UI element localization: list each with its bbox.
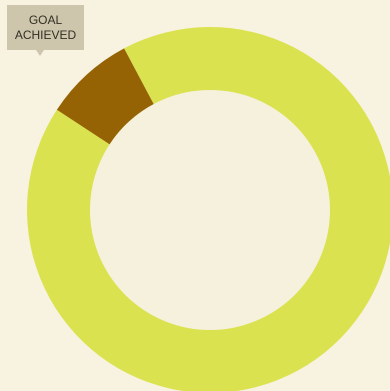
goal-achieved-tooltip: GOAL ACHIEVED <box>7 5 84 50</box>
donut-slice-achieved <box>27 27 390 391</box>
tooltip-line-1: GOAL <box>28 12 63 27</box>
donut-center <box>90 90 330 330</box>
tooltip-line-2: ACHIEVED <box>14 27 77 42</box>
tooltip-pointer <box>36 50 44 56</box>
